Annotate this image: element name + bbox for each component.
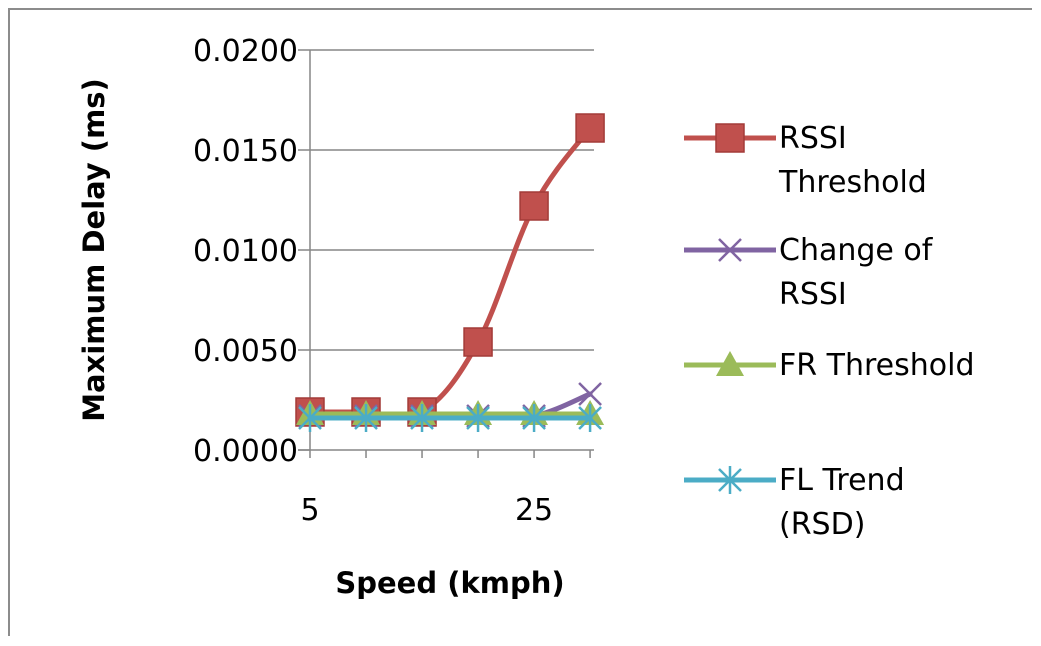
legend-item: FR Threshold (684, 348, 974, 383)
legend-label: FR Threshold (779, 348, 974, 383)
data-point (519, 191, 549, 221)
axes (298, 49, 594, 458)
y-tick-label: 0.0200 (193, 34, 298, 69)
y-tick-label: 0.0000 (193, 434, 298, 469)
legend-label: RSSI (779, 277, 847, 312)
y-tick-label: 0.0150 (193, 134, 298, 169)
series-line (307, 125, 593, 421)
legend-item: RSSI Threshold (684, 121, 927, 200)
x-tick-label: 25 (515, 493, 553, 528)
y-tick-labels: 0.0000 0.0050 0.0100 0.0150 0.0200 (193, 34, 298, 469)
gridlines (310, 49, 594, 351)
data-point (463, 327, 493, 357)
data-point (410, 404, 434, 432)
data-point (575, 113, 605, 143)
data-point (578, 404, 602, 432)
data-point (522, 404, 546, 432)
data-point (298, 404, 322, 432)
x-tick-labels: 5 25 (300, 493, 553, 528)
data-point (354, 404, 378, 432)
series-fl-trend-rsd (298, 404, 602, 432)
legend-marker (715, 123, 745, 153)
legend-label: (RSD) (779, 507, 865, 542)
legend-marker (718, 238, 742, 262)
legend-label: Change of (779, 233, 934, 268)
series-rssi-threshold (295, 113, 605, 427)
legend-marker (716, 351, 744, 376)
legend-label: Threshold (778, 165, 927, 200)
legend-marker (718, 466, 742, 494)
y-tick-label: 0.0050 (193, 334, 298, 369)
x-axis-title: Speed (kmph) (335, 566, 564, 600)
y-axis-title: Maximum Delay (ms) (77, 78, 111, 422)
series-fr-threshold (296, 400, 605, 425)
legend-label: FL Trend (779, 463, 905, 498)
y-tick-label: 0.0100 (193, 234, 298, 269)
chart-frame (8, 8, 1032, 636)
series-lines (295, 113, 605, 432)
x-tick-label: 5 (300, 493, 319, 528)
legend-item: Change of RSSI (684, 233, 934, 312)
legend: RSSI Threshold Change of RSSI FR Threshold FL… (684, 121, 974, 542)
legend-item: FL Trend (RSD) (684, 463, 905, 542)
legend-label: RSSI (779, 121, 847, 156)
data-point (466, 404, 490, 432)
data-point (578, 382, 602, 406)
